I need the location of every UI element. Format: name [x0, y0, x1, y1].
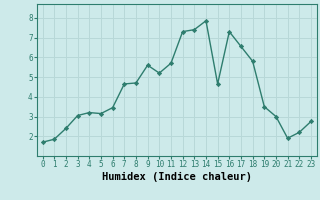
X-axis label: Humidex (Indice chaleur): Humidex (Indice chaleur)	[102, 172, 252, 182]
